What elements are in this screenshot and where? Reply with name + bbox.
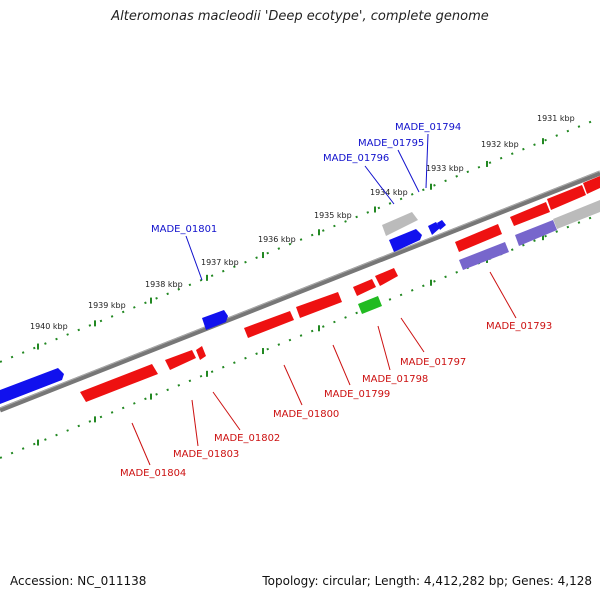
gene-arrow-reverse[interactable] [510,202,550,226]
tick-labels: 1931 kbp 1932 kbp 1933 kbp 1934 kbp 1935… [30,114,575,331]
gene-label-forward[interactable]: MADE_01794 [395,122,461,133]
gene-arrow-reverse[interactable] [244,311,294,338]
gene-arrow-reverse[interactable] [455,224,502,252]
topology-text: Topology: circular; Length: 4,412,282 bp… [262,574,592,588]
gene-label-reverse[interactable]: MADE_01800 [273,409,339,420]
gene-label-reverse[interactable]: MADE_01799 [324,389,390,400]
gene-arrow-forward[interactable] [437,220,446,230]
gene-rna[interactable] [358,296,382,314]
ruler-inner [0,213,600,459]
accession-text: Accession: NC_011138 [10,574,147,588]
tick-label: 1940 kbp [30,322,68,331]
gene-label-reverse[interactable]: MADE_01804 [120,468,186,479]
gene-arrow-reverse[interactable] [296,292,342,318]
gene-arrow-reverse[interactable] [165,350,196,370]
gene-pseudo[interactable] [459,242,509,270]
tick-label: 1937 kbp [201,258,239,267]
gene-arrow-reverse[interactable] [80,364,158,402]
gene-arrow-reverse[interactable] [375,268,398,286]
gene-label-reverse[interactable]: MADE_01803 [173,449,239,460]
tick-label: 1939 kbp [88,301,126,310]
gene-label-forward[interactable]: MADE_01796 [323,153,389,164]
gene-label-reverse[interactable]: MADE_01797 [400,357,466,368]
tick-label: 1934 kbp [370,188,408,197]
gene-pseudo[interactable] [515,220,557,246]
genome-backbone [0,170,600,413]
gene-label-reverse[interactable]: MADE_01802 [214,433,280,444]
label-leaders [131,133,517,466]
tick-label: 1935 kbp [314,211,352,220]
reverse-strand-genes [80,176,600,402]
tick-label: 1931 kbp [537,114,575,123]
gene-arrow-reverse[interactable] [583,176,600,194]
map-title: Alteromonas macleodii 'Deep ecotype', co… [111,9,489,24]
gene-arrow-forward[interactable] [0,368,64,404]
gene-arrow-reverse[interactable] [353,279,376,296]
gene-arrow-forward[interactable] [202,310,228,330]
gene-arrow-reverse[interactable] [547,185,586,210]
major-ticks [37,138,544,446]
gene-arrow-forward[interactable] [428,222,440,235]
gene-labels: MADE_01794 MADE_01795 MADE_01796 MADE_01… [120,122,552,479]
tick-label: 1938 kbp [145,280,183,289]
gene-label-forward[interactable]: MADE_01795 [358,138,424,149]
gene-arrow-forward[interactable] [389,229,422,252]
gene-label-reverse[interactable]: MADE_01793 [486,321,552,332]
tick-label: 1933 kbp [426,164,464,173]
tick-label: 1936 kbp [258,235,296,244]
gene-label-reverse[interactable]: MADE_01798 [362,374,428,385]
tick-label: 1932 kbp [481,140,519,149]
forward-strand-genes [0,212,446,404]
gene-other[interactable] [553,200,600,229]
gene-other[interactable] [382,212,418,236]
gene-label-forward[interactable]: MADE_01801 [151,224,217,235]
gene-arrow-reverse[interactable] [196,346,206,360]
